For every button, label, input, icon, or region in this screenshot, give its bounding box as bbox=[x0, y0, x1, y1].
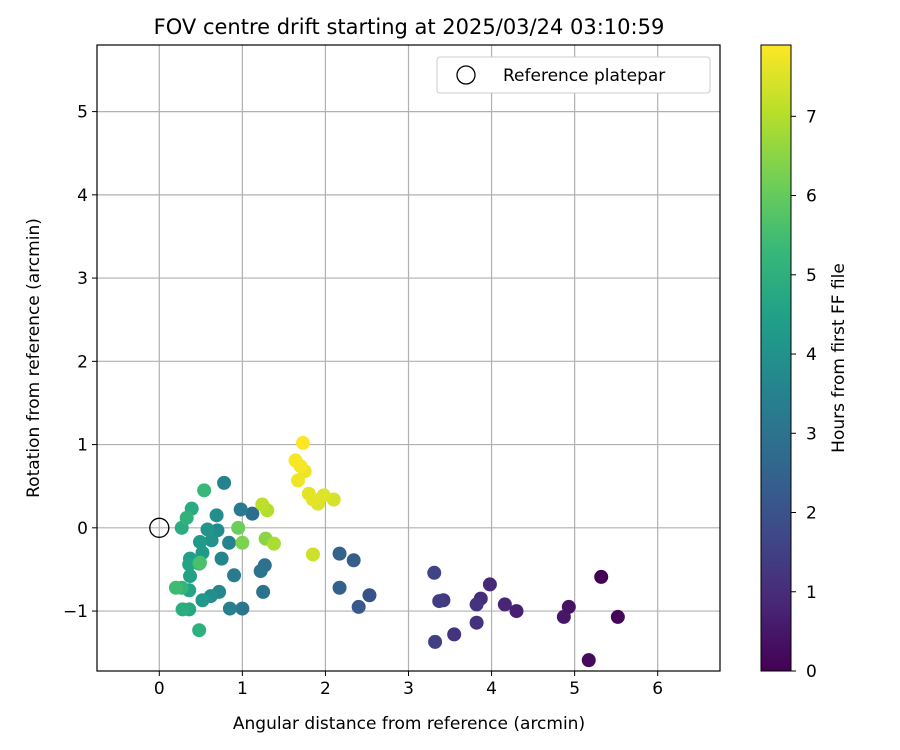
data-point bbox=[497, 597, 512, 612]
data-point bbox=[469, 597, 484, 612]
data-point bbox=[235, 535, 250, 550]
data-point bbox=[428, 634, 443, 649]
x-tick-label: 6 bbox=[652, 679, 663, 699]
colorbar-ticks: 0 1 2 3 4 5 6 7 bbox=[791, 107, 817, 682]
colorbar: 0 1 2 3 4 5 6 7 Hours from first FF file bbox=[760, 44, 849, 682]
x-tick-label: 5 bbox=[569, 679, 580, 699]
data-point bbox=[266, 536, 281, 551]
data-point bbox=[296, 435, 311, 450]
colorbar-tick-label: 6 bbox=[806, 187, 817, 207]
x-axis-label: Angular distance from reference (arcmin) bbox=[233, 714, 585, 734]
colorbar-gradient bbox=[760, 44, 792, 672]
y-tick-label: −1 bbox=[63, 602, 88, 622]
x-tick-label: 2 bbox=[320, 679, 331, 699]
colorbar-tick-label: 5 bbox=[806, 266, 817, 286]
data-point bbox=[556, 609, 571, 624]
chart-title: FOV centre drift starting at 2025/03/24 … bbox=[154, 15, 665, 39]
data-point bbox=[193, 555, 208, 570]
data-point bbox=[346, 553, 361, 568]
data-point bbox=[253, 564, 268, 579]
y-tick-label: 4 bbox=[77, 186, 88, 206]
data-point bbox=[175, 602, 190, 617]
y-tick-label: 3 bbox=[77, 269, 88, 289]
data-point bbox=[469, 615, 484, 630]
x-tick-label: 3 bbox=[403, 679, 414, 699]
y-tick-label: 2 bbox=[77, 352, 88, 372]
y-axis: −1 0 1 2 3 4 5 bbox=[63, 103, 97, 622]
y-tick-label: 1 bbox=[77, 436, 88, 456]
data-point bbox=[209, 508, 224, 523]
colorbar-tick-label: 4 bbox=[806, 345, 817, 365]
data-point bbox=[447, 627, 462, 642]
colorbar-tick-label: 1 bbox=[806, 583, 817, 603]
legend-label: Reference platepar bbox=[503, 66, 665, 86]
x-tick-label: 1 bbox=[237, 679, 248, 699]
data-point bbox=[168, 580, 183, 595]
data-point bbox=[594, 569, 609, 584]
data-point bbox=[197, 483, 212, 498]
data-point bbox=[288, 453, 303, 468]
legend-box bbox=[436, 56, 711, 94]
data-point bbox=[509, 604, 524, 619]
data-point bbox=[332, 580, 347, 595]
data-point bbox=[432, 594, 447, 609]
reference-marker bbox=[149, 517, 170, 538]
data-point bbox=[256, 584, 271, 599]
y-tick-label: 0 bbox=[77, 519, 88, 539]
data-point bbox=[214, 551, 229, 566]
data-point bbox=[351, 599, 366, 614]
data-point bbox=[227, 568, 242, 583]
data-point bbox=[204, 533, 219, 548]
data-point bbox=[195, 593, 210, 608]
grid-lines bbox=[97, 45, 720, 671]
data-point bbox=[362, 588, 377, 603]
data-point bbox=[581, 653, 596, 668]
y-axis-label: Rotation from reference (arcmin) bbox=[24, 218, 44, 498]
data-point bbox=[193, 534, 208, 549]
data-point bbox=[200, 522, 215, 537]
x-axis: 0 1 2 3 4 5 6 bbox=[154, 671, 663, 699]
data-point bbox=[610, 609, 625, 624]
colorbar-tick-label: 7 bbox=[806, 107, 817, 127]
data-point bbox=[192, 623, 207, 638]
data-points bbox=[168, 435, 625, 668]
data-point bbox=[427, 565, 442, 580]
colorbar-tick-label: 0 bbox=[806, 662, 817, 682]
legend-marker bbox=[456, 65, 476, 85]
data-point bbox=[222, 601, 237, 616]
data-point bbox=[482, 577, 497, 592]
data-point bbox=[332, 546, 347, 561]
x-tick-label: 0 bbox=[154, 679, 165, 699]
colorbar-tick-label: 2 bbox=[806, 504, 817, 524]
data-point bbox=[245, 506, 260, 521]
reference-platepar-point bbox=[149, 517, 170, 538]
colorbar-label: Hours from first FF file bbox=[829, 263, 849, 453]
data-point bbox=[231, 520, 246, 535]
data-point bbox=[305, 547, 320, 562]
data-point bbox=[235, 601, 250, 616]
data-point bbox=[301, 486, 316, 501]
legend: Reference platepar bbox=[436, 56, 711, 94]
colorbar-tick-label: 3 bbox=[806, 424, 817, 444]
data-point bbox=[179, 510, 194, 525]
data-point bbox=[255, 497, 270, 512]
y-tick-label: 5 bbox=[77, 103, 88, 123]
x-tick-label: 4 bbox=[486, 679, 497, 699]
data-point bbox=[183, 569, 198, 584]
data-point bbox=[222, 535, 237, 550]
data-point bbox=[217, 475, 232, 490]
data-point bbox=[233, 502, 248, 517]
